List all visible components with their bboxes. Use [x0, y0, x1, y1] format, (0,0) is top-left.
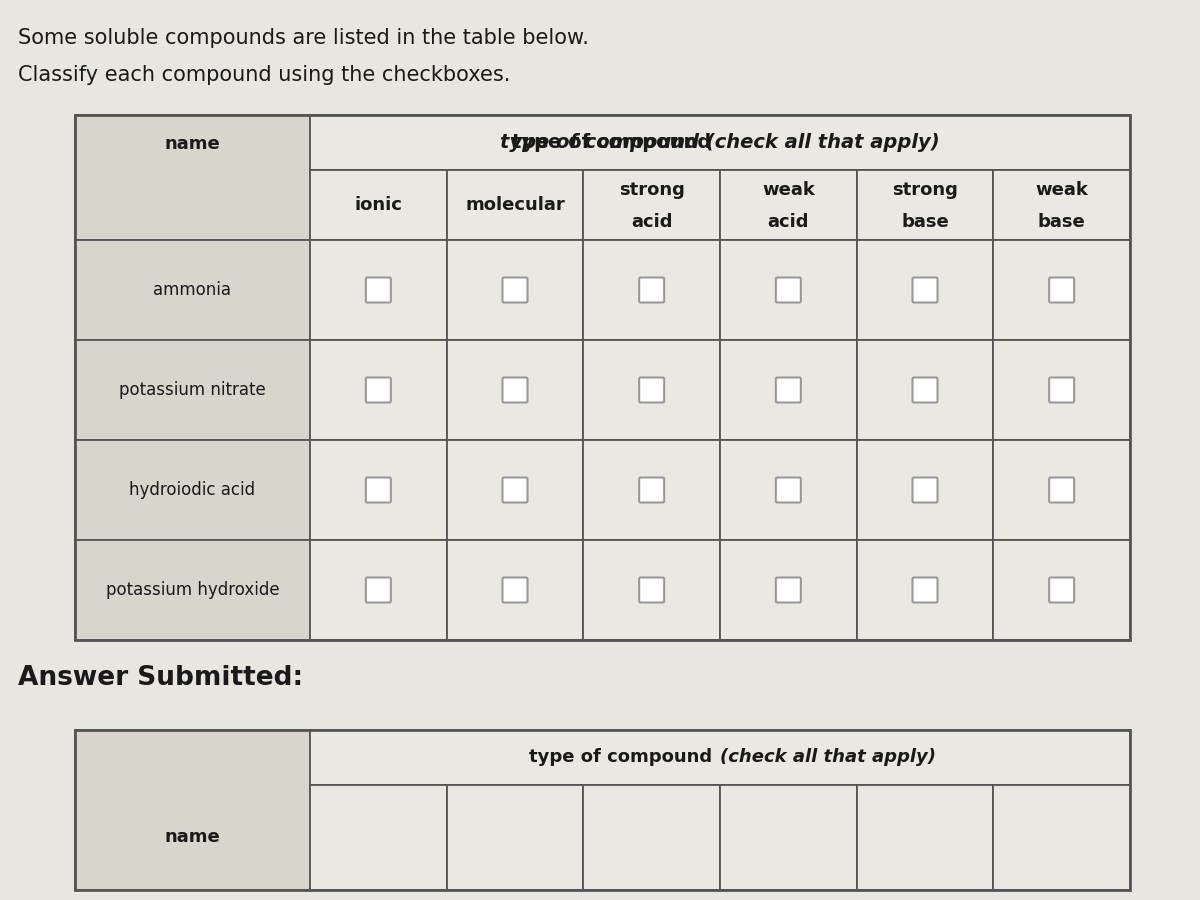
- Bar: [994, 785, 1130, 890]
- Text: type of compound: type of compound: [529, 749, 718, 767]
- Bar: [310, 730, 1130, 785]
- FancyBboxPatch shape: [640, 277, 664, 302]
- Text: ionic: ionic: [354, 196, 402, 214]
- FancyBboxPatch shape: [912, 377, 937, 402]
- Text: base: base: [901, 213, 949, 231]
- Bar: [720, 240, 857, 340]
- Bar: [310, 540, 446, 640]
- Bar: [994, 240, 1130, 340]
- Bar: [310, 440, 446, 540]
- Text: type of compound: type of compound: [512, 133, 718, 152]
- Bar: [720, 440, 857, 540]
- Bar: [446, 440, 583, 540]
- Text: acid: acid: [768, 213, 809, 231]
- Bar: [994, 440, 1130, 540]
- Text: Some soluble compounds are listed in the table below.: Some soluble compounds are listed in the…: [18, 28, 589, 48]
- FancyBboxPatch shape: [776, 478, 800, 502]
- FancyBboxPatch shape: [776, 277, 800, 302]
- Bar: [857, 785, 994, 890]
- Bar: [994, 170, 1130, 240]
- Text: weak: weak: [1036, 181, 1088, 199]
- Text: (check all that apply): (check all that apply): [720, 749, 936, 767]
- Bar: [74, 115, 1130, 640]
- Text: potassium hydroxide: potassium hydroxide: [106, 581, 280, 599]
- Bar: [720, 340, 857, 440]
- FancyBboxPatch shape: [366, 377, 391, 402]
- Bar: [310, 240, 446, 340]
- FancyBboxPatch shape: [1049, 377, 1074, 402]
- Bar: [310, 785, 446, 890]
- Text: Answer Submitted:: Answer Submitted:: [18, 665, 304, 691]
- Text: strong: strong: [619, 181, 685, 199]
- Text: ammonia: ammonia: [154, 281, 232, 299]
- FancyBboxPatch shape: [912, 478, 937, 502]
- Text: type of compound (check all that apply): type of compound (check all that apply): [500, 133, 940, 152]
- Bar: [583, 170, 720, 240]
- FancyBboxPatch shape: [503, 578, 528, 602]
- Bar: [720, 785, 857, 890]
- Bar: [74, 540, 310, 640]
- Bar: [446, 785, 583, 890]
- FancyBboxPatch shape: [503, 478, 528, 502]
- FancyBboxPatch shape: [1049, 478, 1074, 502]
- Bar: [74, 115, 310, 240]
- Bar: [583, 440, 720, 540]
- Bar: [74, 340, 310, 440]
- Text: name: name: [164, 829, 221, 847]
- Text: Classify each compound using the checkboxes.: Classify each compound using the checkbo…: [18, 65, 510, 85]
- Bar: [583, 340, 720, 440]
- Bar: [994, 540, 1130, 640]
- FancyBboxPatch shape: [640, 578, 664, 602]
- Bar: [583, 240, 720, 340]
- Bar: [857, 170, 994, 240]
- FancyBboxPatch shape: [503, 377, 528, 402]
- Bar: [857, 240, 994, 340]
- FancyBboxPatch shape: [640, 377, 664, 402]
- Bar: [74, 440, 310, 540]
- Text: acid: acid: [631, 213, 672, 231]
- FancyBboxPatch shape: [776, 578, 800, 602]
- Bar: [720, 540, 857, 640]
- Bar: [857, 440, 994, 540]
- FancyBboxPatch shape: [912, 578, 937, 602]
- Text: strong: strong: [892, 181, 958, 199]
- Text: hydroiodic acid: hydroiodic acid: [130, 481, 256, 499]
- FancyBboxPatch shape: [912, 277, 937, 302]
- FancyBboxPatch shape: [776, 377, 800, 402]
- Text: potassium nitrate: potassium nitrate: [119, 381, 266, 399]
- Bar: [583, 540, 720, 640]
- Bar: [310, 170, 446, 240]
- FancyBboxPatch shape: [366, 478, 391, 502]
- Bar: [446, 540, 583, 640]
- Bar: [857, 540, 994, 640]
- Bar: [74, 730, 310, 890]
- FancyBboxPatch shape: [366, 578, 391, 602]
- Bar: [74, 240, 310, 340]
- Bar: [74, 730, 1130, 890]
- FancyBboxPatch shape: [1049, 578, 1074, 602]
- FancyBboxPatch shape: [1049, 277, 1074, 302]
- Bar: [720, 170, 857, 240]
- FancyBboxPatch shape: [366, 277, 391, 302]
- Bar: [994, 340, 1130, 440]
- Bar: [446, 170, 583, 240]
- FancyBboxPatch shape: [503, 277, 528, 302]
- Bar: [583, 785, 720, 890]
- Text: weak: weak: [762, 181, 815, 199]
- Bar: [310, 340, 446, 440]
- Bar: [446, 340, 583, 440]
- Bar: [310, 115, 1130, 170]
- Bar: [446, 240, 583, 340]
- Bar: [857, 340, 994, 440]
- Text: base: base: [1038, 213, 1086, 231]
- Text: molecular: molecular: [466, 196, 565, 214]
- Text: name: name: [164, 135, 220, 153]
- FancyBboxPatch shape: [640, 478, 664, 502]
